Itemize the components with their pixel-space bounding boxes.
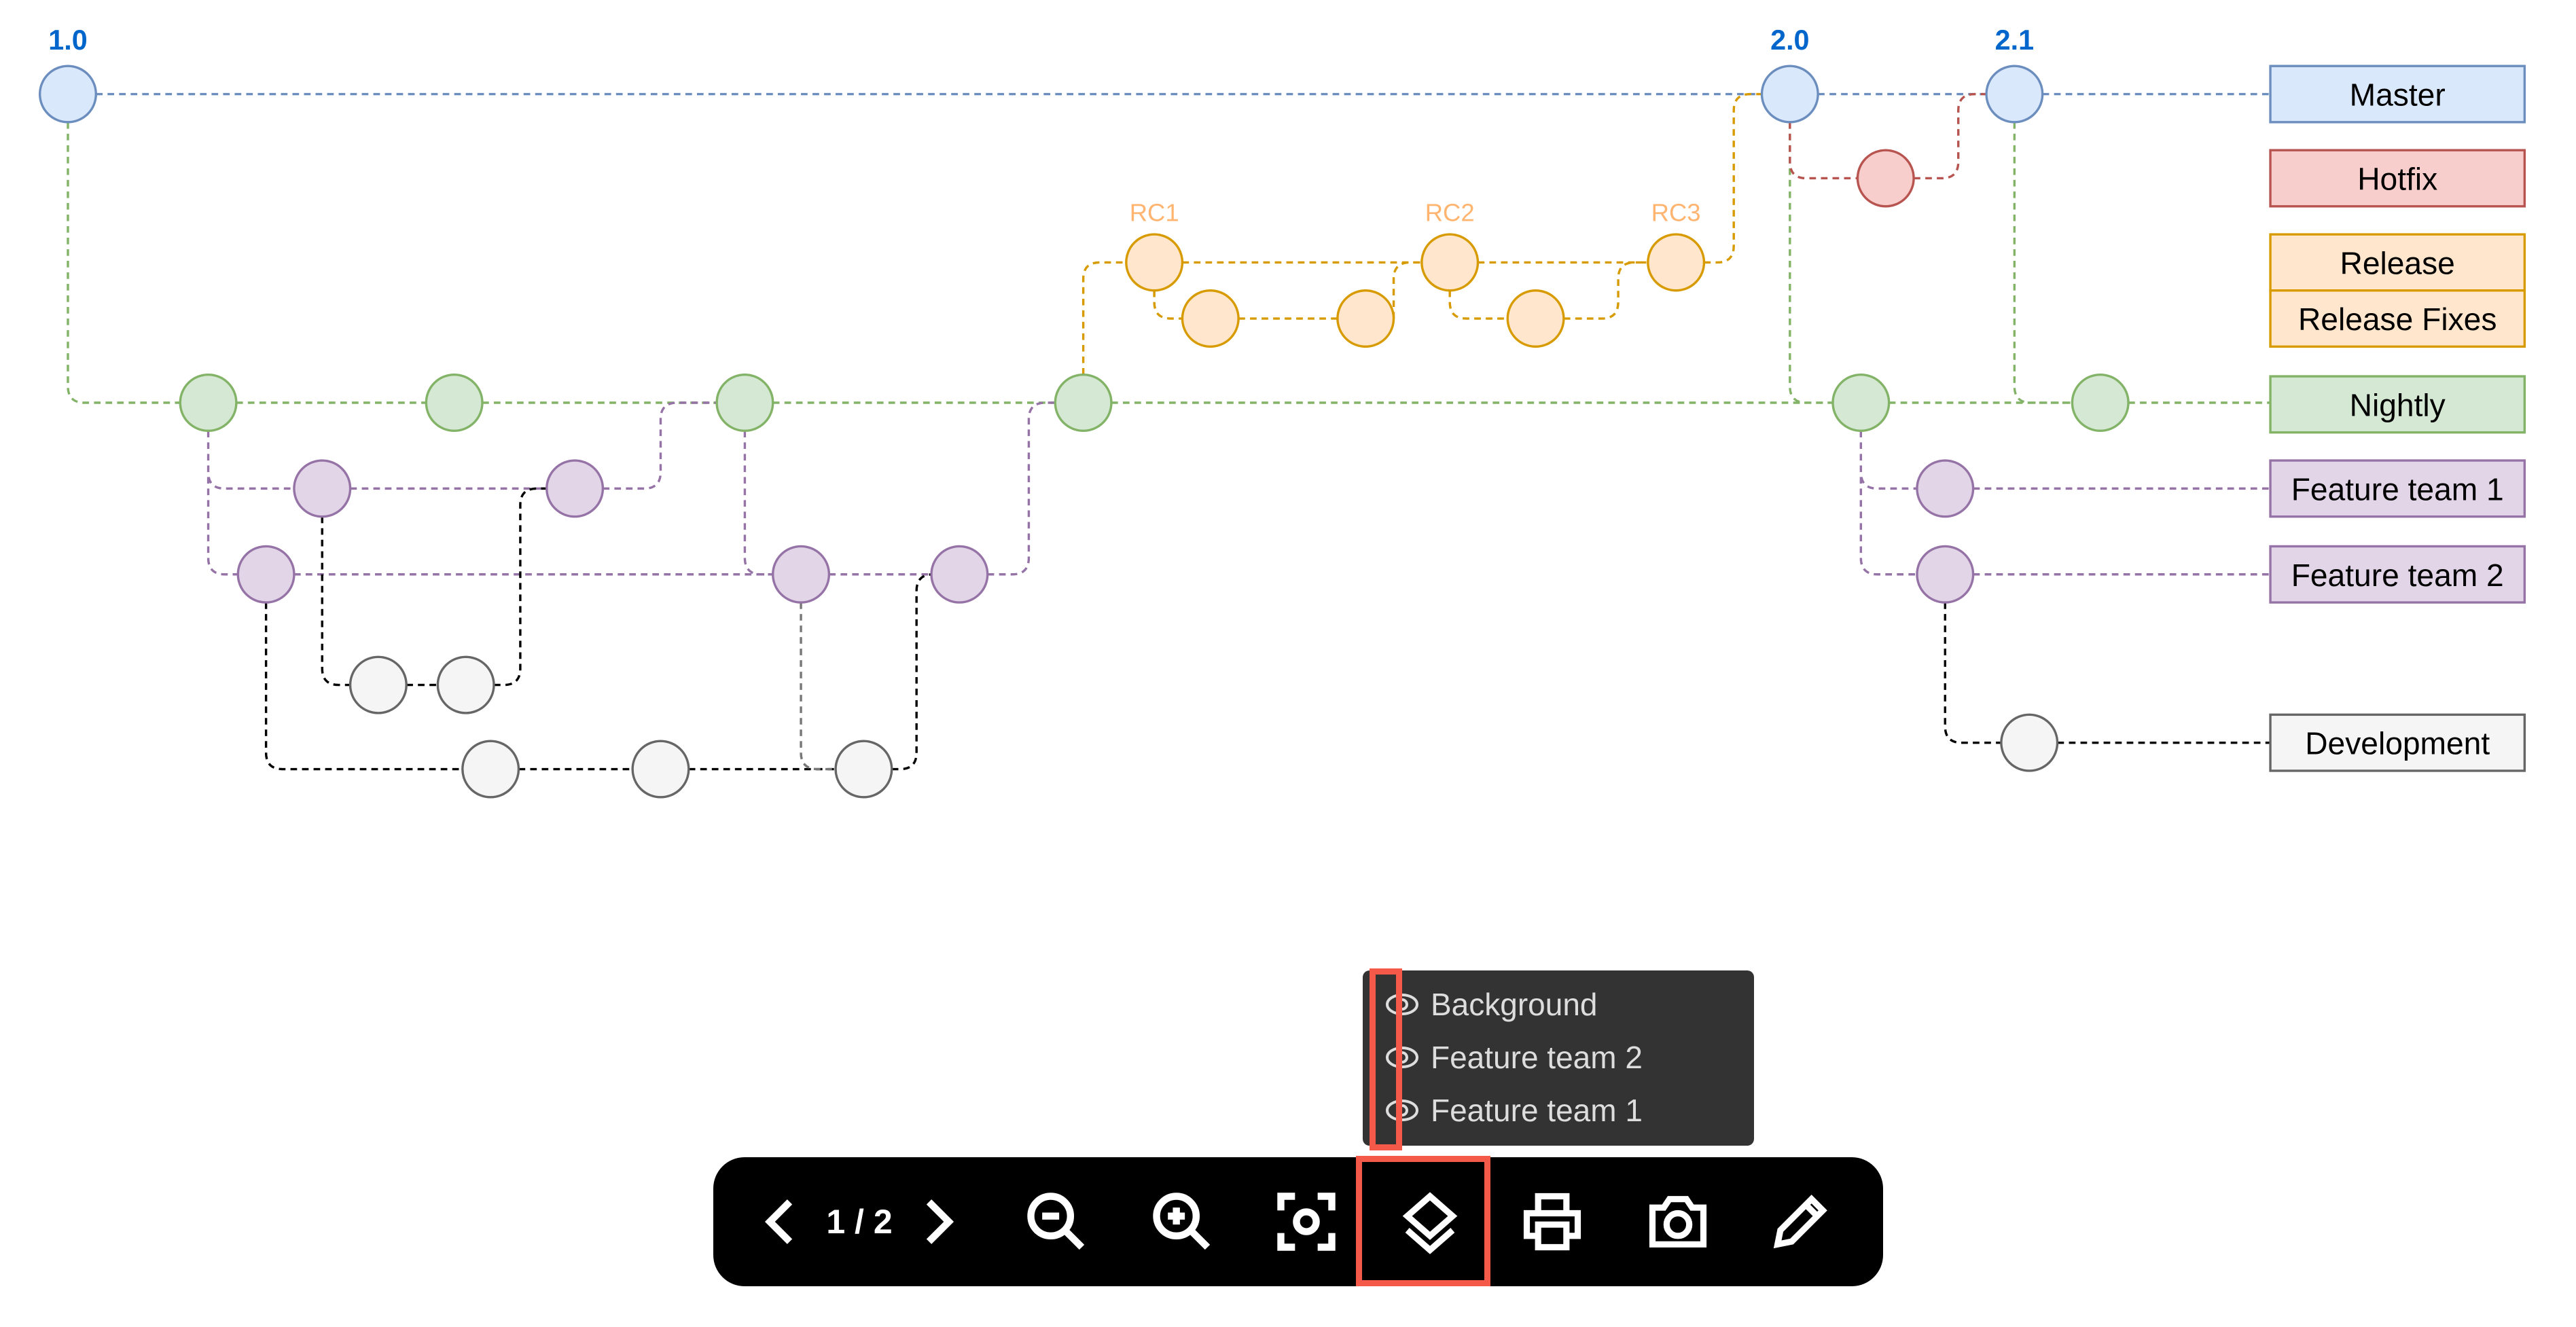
legend-label: Release xyxy=(2340,245,2455,280)
tag-rc3: RC3 xyxy=(1651,199,1701,227)
legend-label: Development xyxy=(2305,726,2490,761)
commit-node[interactable] xyxy=(1985,65,2044,124)
zoom-in-button[interactable] xyxy=(1138,1157,1226,1286)
commit-node[interactable] xyxy=(293,459,352,518)
layer-label: Background xyxy=(1431,987,1598,1022)
legend-box-release xyxy=(2269,233,2526,292)
version-tags: 1.0 2.0 2.1 xyxy=(48,24,2034,56)
rc-tags: RC1 RC2 RC3 xyxy=(1130,199,1701,227)
edge-1 xyxy=(67,122,2271,404)
commit-node[interactable] xyxy=(1125,233,1184,292)
next-page-button[interactable] xyxy=(904,1157,971,1286)
commit-node[interactable] xyxy=(436,655,495,714)
commit-node[interactable] xyxy=(179,373,238,433)
layer-label: Feature team 2 xyxy=(1431,1040,1643,1075)
legend-box-nightly xyxy=(2269,375,2526,434)
commit-node[interactable] xyxy=(1181,289,1240,348)
layer-feature-team-2[interactable]: Feature team 2 xyxy=(1383,1034,1643,1081)
edit-button[interactable] xyxy=(1756,1157,1844,1286)
commit-node[interactable] xyxy=(1647,233,1706,292)
commit-node[interactable] xyxy=(772,545,831,604)
commit-node[interactable] xyxy=(1054,373,1113,433)
edge-2 xyxy=(1789,92,1987,180)
layers-icon xyxy=(1402,1192,1458,1254)
edge-6 xyxy=(800,602,836,771)
screenshot-button[interactable] xyxy=(1634,1157,1722,1286)
commit-node[interactable] xyxy=(348,655,408,714)
tag-2-0: 2.0 xyxy=(1770,24,1809,56)
layer-label: Feature team 1 xyxy=(1431,1093,1643,1128)
chevron-right-icon xyxy=(926,1199,954,1244)
print-button[interactable] xyxy=(1508,1157,1596,1286)
pencil-icon xyxy=(1773,1195,1827,1249)
commit-node[interactable] xyxy=(1916,545,1975,604)
legend-box-feature-team-2 xyxy=(2269,545,2526,604)
fit-screen-icon xyxy=(1277,1193,1336,1251)
legend-box-development xyxy=(2269,713,2526,772)
commit-node[interactable] xyxy=(38,65,97,124)
chevron-left-icon xyxy=(764,1199,793,1244)
legend-box-master xyxy=(2269,65,2526,124)
layer-feature-team-1[interactable]: Feature team 1 xyxy=(1383,1087,1643,1134)
camera-icon xyxy=(1649,1196,1707,1248)
legend-label: Feature team 2 xyxy=(2291,558,2504,593)
commit-node[interactable] xyxy=(2071,373,2130,433)
commit-node[interactable] xyxy=(1856,149,1915,208)
tag-rc1: RC1 xyxy=(1130,199,1179,227)
legend-box-release-fixes xyxy=(2269,289,2526,348)
commit-node[interactable] xyxy=(236,545,296,604)
commit-node[interactable] xyxy=(425,373,484,433)
zoom-out-button[interactable] xyxy=(1012,1157,1101,1286)
edge-3 xyxy=(1081,92,1762,375)
legend-label: Release Fixes xyxy=(2298,302,2497,337)
layer-background[interactable]: Background xyxy=(1383,981,1598,1028)
zoom-in-icon xyxy=(1153,1193,1211,1250)
branch-edges xyxy=(67,92,2271,771)
tag-rc2: RC2 xyxy=(1425,199,1475,227)
legend-label: Hotfix xyxy=(2357,161,2437,196)
viewer-toolbar: 1 / 2 xyxy=(713,1157,1883,1286)
legend-label: Master xyxy=(2350,77,2446,113)
legend-box-feature-team-1 xyxy=(2269,459,2526,518)
commit-node[interactable] xyxy=(545,459,605,518)
commit-node[interactable] xyxy=(461,740,520,799)
fit-button[interactable] xyxy=(1262,1157,1350,1286)
printer-icon xyxy=(1523,1193,1581,1251)
legend-label: Feature team 1 xyxy=(2291,471,2504,507)
layers-button[interactable] xyxy=(1386,1157,1474,1286)
layers-button-highlight xyxy=(1356,1156,1490,1286)
commit-node[interactable] xyxy=(1506,289,1565,348)
commit-node[interactable] xyxy=(1831,373,1891,433)
zoom-out-icon xyxy=(1027,1193,1085,1250)
legend-label: Nightly xyxy=(2350,387,2446,422)
commit-node[interactable] xyxy=(1336,289,1395,348)
layers-popup: Background Feature team 2 Feature team 1 xyxy=(1363,970,1754,1146)
previous-page-button[interactable] xyxy=(747,1157,815,1286)
commit-node[interactable] xyxy=(834,740,893,799)
edge-5 xyxy=(264,487,2271,771)
page-indicator: 1 / 2 xyxy=(826,1203,893,1241)
commit-node[interactable] xyxy=(1420,233,1480,292)
commit-node[interactable] xyxy=(715,373,774,433)
commit-node[interactable] xyxy=(1916,459,1975,518)
visibility-column-highlight xyxy=(1370,968,1402,1150)
commit-node[interactable] xyxy=(1760,65,1819,124)
commit-nodes xyxy=(38,65,2130,799)
tag-1-0: 1.0 xyxy=(48,24,87,56)
edge-4 xyxy=(207,401,2271,576)
commit-node[interactable] xyxy=(631,740,690,799)
commit-node[interactable] xyxy=(2000,713,2059,772)
legend-box-hotfix xyxy=(2269,149,2526,208)
tag-2-1: 2.1 xyxy=(1995,24,2034,56)
commit-node[interactable] xyxy=(930,545,989,604)
branch-legend: Master Hotfix Release Release Fixes Nightly F… xyxy=(2269,65,2526,772)
